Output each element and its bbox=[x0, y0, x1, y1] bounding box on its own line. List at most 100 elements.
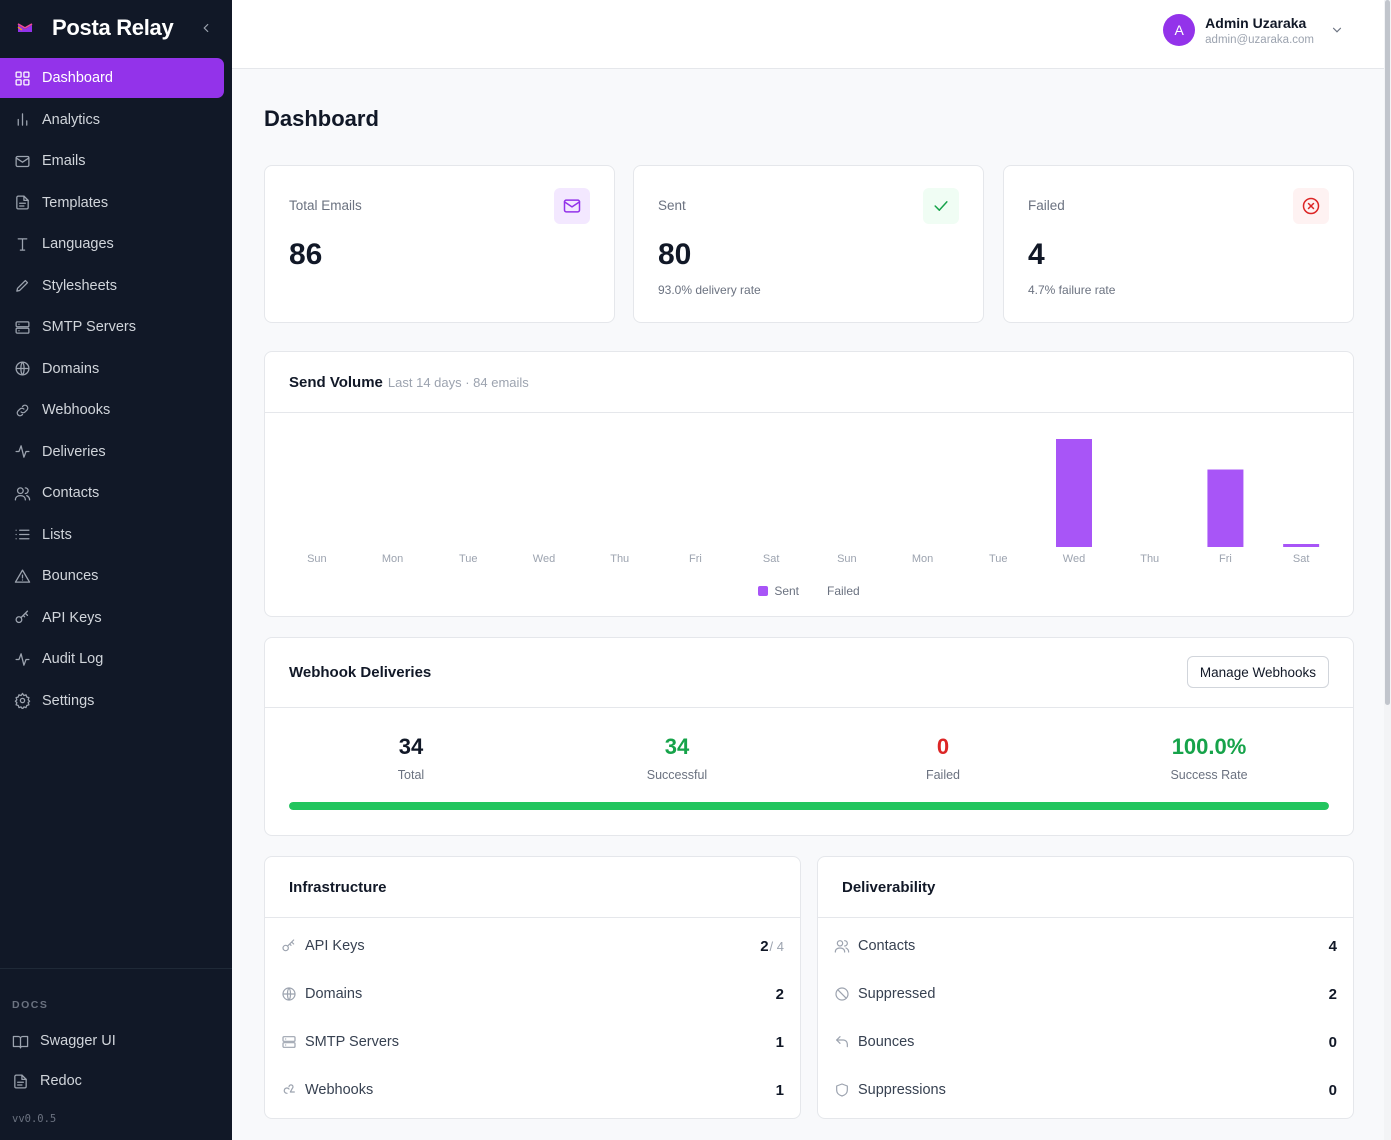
sidebar-item-api-keys[interactable]: API Keys bbox=[0, 598, 224, 638]
legend-label: Sent bbox=[774, 584, 799, 598]
brand-name: Posta Relay bbox=[52, 15, 174, 40]
sidebar-nav: Dashboard Analytics Emails Templates Languag… bbox=[0, 56, 232, 721]
sidebar: Posta Relay Dashboard Analytics Emails Temp… bbox=[0, 0, 232, 1140]
sidebar-item-dashboard[interactable]: Dashboard bbox=[0, 58, 224, 98]
row-value: 2 bbox=[760, 937, 769, 955]
stat-icon-badge bbox=[923, 188, 959, 224]
activity-icon bbox=[15, 652, 30, 666]
sidebar-item-stylesheets[interactable]: Stylesheets bbox=[0, 266, 224, 306]
send-volume-title: Send Volume bbox=[289, 373, 383, 391]
infrastructure-row-api-keys: API Keys 2/ 4 bbox=[281, 922, 784, 970]
infrastructure-row-smtp-servers: SMTP Servers 1 bbox=[281, 1018, 784, 1066]
sidebar-item-contacts[interactable]: Contacts bbox=[0, 473, 224, 513]
scrollbar-thumb[interactable] bbox=[1385, 0, 1390, 705]
sidebar-item-label: Languages bbox=[42, 236, 114, 252]
sidebar-item-smtp-servers[interactable]: SMTP Servers bbox=[0, 307, 224, 347]
gear-icon bbox=[14, 692, 31, 709]
row-value: 0 bbox=[1328, 1081, 1337, 1099]
x-tick-label: Thu bbox=[1140, 553, 1159, 565]
sidebar-item-templates[interactable]: Templates bbox=[0, 183, 224, 223]
webhook-deliveries-title: Webhook Deliveries bbox=[289, 664, 432, 681]
row-value: 2 bbox=[1328, 985, 1337, 1003]
envelope-logo-icon bbox=[17, 23, 33, 32]
legend-item-sent[interactable]: Sent bbox=[758, 584, 799, 598]
legend-item-failed[interactable]: Failed bbox=[827, 584, 860, 598]
send-volume-card: Send Volume Last 14 days · 84 emails Sun… bbox=[264, 351, 1354, 617]
bar-sent-12[interactable] bbox=[1207, 469, 1244, 547]
mail-icon bbox=[563, 199, 581, 213]
sidebar-item-webhooks[interactable]: Webhooks bbox=[0, 390, 224, 430]
stat-value: 80 bbox=[658, 238, 692, 271]
row-total: / 4 bbox=[769, 938, 784, 954]
bar-sent-13[interactable] bbox=[1283, 544, 1320, 547]
globe-icon bbox=[282, 987, 296, 1001]
link-icon bbox=[16, 404, 29, 416]
brand: Posta Relay bbox=[0, 0, 232, 56]
collapse-sidebar-button[interactable] bbox=[196, 18, 216, 38]
activity-icon bbox=[15, 445, 30, 458]
sidebar-item-domains[interactable]: Domains bbox=[0, 349, 224, 389]
sidebar-item-label: SMTP Servers bbox=[42, 319, 137, 335]
send-volume-subtitle: Last 14 days · 84 emails bbox=[387, 374, 529, 390]
deliverability-row-contacts: Contacts 4 bbox=[834, 922, 1337, 970]
docs-item-redoc[interactable]: Redoc bbox=[0, 1061, 232, 1101]
globe-icon bbox=[15, 361, 30, 376]
stat-icon-badge bbox=[554, 188, 590, 224]
x-tick-label: Fri bbox=[689, 553, 702, 565]
grid-icon bbox=[15, 70, 30, 86]
webhook-stat-value: 0 bbox=[936, 734, 950, 759]
webhook-stat-value: 100.0% bbox=[1171, 734, 1247, 759]
key-icon bbox=[282, 939, 295, 952]
list-icon bbox=[15, 529, 30, 540]
sidebar-item-label: Webhooks bbox=[42, 402, 111, 418]
x-circle-icon bbox=[1302, 197, 1320, 215]
stat-label: Failed bbox=[1028, 198, 1065, 213]
sidebar-item-lists[interactable]: Lists bbox=[0, 515, 224, 555]
webhook-stat-total: 34 Total bbox=[311, 734, 511, 782]
stat-card-sent: Sent 80 93.0% delivery rate bbox=[633, 165, 984, 323]
user-name: Admin Uzaraka bbox=[1205, 14, 1307, 31]
docs-item-label: Swagger UI bbox=[40, 1033, 116, 1049]
docs-item-label: Redoc bbox=[40, 1073, 82, 1089]
x-tick-label: Sun bbox=[307, 553, 327, 565]
bar-sent-10[interactable] bbox=[1056, 439, 1092, 547]
sidebar-item-label: Lists bbox=[42, 526, 72, 543]
stat-subtext: 93.0% delivery rate bbox=[658, 283, 761, 297]
x-tick-label: Fri bbox=[1219, 553, 1232, 565]
chart-legend: Sent Failed bbox=[265, 584, 1353, 598]
sidebar-item-settings[interactable]: Settings bbox=[0, 681, 224, 721]
book-icon bbox=[12, 1035, 29, 1049]
user-menu[interactable]: A Admin Uzaraka admin@uzaraka.com bbox=[1163, 14, 1344, 46]
x-tick-label: Tue bbox=[989, 553, 1008, 565]
file-text-icon bbox=[14, 1073, 27, 1089]
webhook-icon bbox=[283, 1084, 295, 1094]
row-label: Contacts bbox=[858, 938, 916, 954]
chevron-left-icon bbox=[203, 23, 209, 33]
sidebar-item-analytics[interactable]: Analytics bbox=[0, 100, 224, 140]
stat-icon-badge bbox=[1293, 188, 1329, 224]
users-icon bbox=[834, 940, 850, 953]
deliverability-row-bounces: Bounces 0 bbox=[834, 1018, 1337, 1066]
sidebar-item-label: Bounces bbox=[42, 568, 99, 584]
reply-icon bbox=[836, 1036, 848, 1048]
row-value: 2 bbox=[775, 985, 784, 1003]
deliverability-row-suppressed: Suppressed 2 bbox=[834, 970, 1337, 1018]
docs-item-swagger-ui[interactable]: Swagger UI bbox=[0, 1021, 232, 1061]
row-label: API Keys bbox=[305, 938, 365, 954]
webhook-stat-value: 34 bbox=[398, 734, 424, 759]
sidebar-item-languages[interactable]: Languages bbox=[0, 224, 224, 264]
webhook-stat-label: Successful bbox=[646, 768, 708, 782]
webhook-stat-label: Failed bbox=[925, 768, 961, 782]
sidebar-item-emails[interactable]: Emails bbox=[0, 141, 224, 181]
x-tick-label: Sat bbox=[1293, 553, 1310, 565]
sidebar-item-deliveries[interactable]: Deliveries bbox=[0, 432, 224, 472]
chevron-down-icon bbox=[1332, 27, 1342, 33]
x-tick-label: Tue bbox=[459, 553, 478, 565]
scrollbar[interactable] bbox=[1384, 0, 1391, 1140]
docs-section: DOCS Swagger UI Redoc bbox=[0, 968, 232, 1101]
sidebar-item-audit-log[interactable]: Audit Log bbox=[0, 639, 224, 679]
x-tick-label: Mon bbox=[382, 553, 403, 565]
webhook-deliveries-card: Webhook Deliveries Manage Webhooks 34 Tot… bbox=[264, 637, 1354, 836]
sidebar-item-bounces[interactable]: Bounces bbox=[0, 556, 224, 596]
manage-webhooks-button[interactable]: Manage Webhooks bbox=[1186, 656, 1329, 688]
